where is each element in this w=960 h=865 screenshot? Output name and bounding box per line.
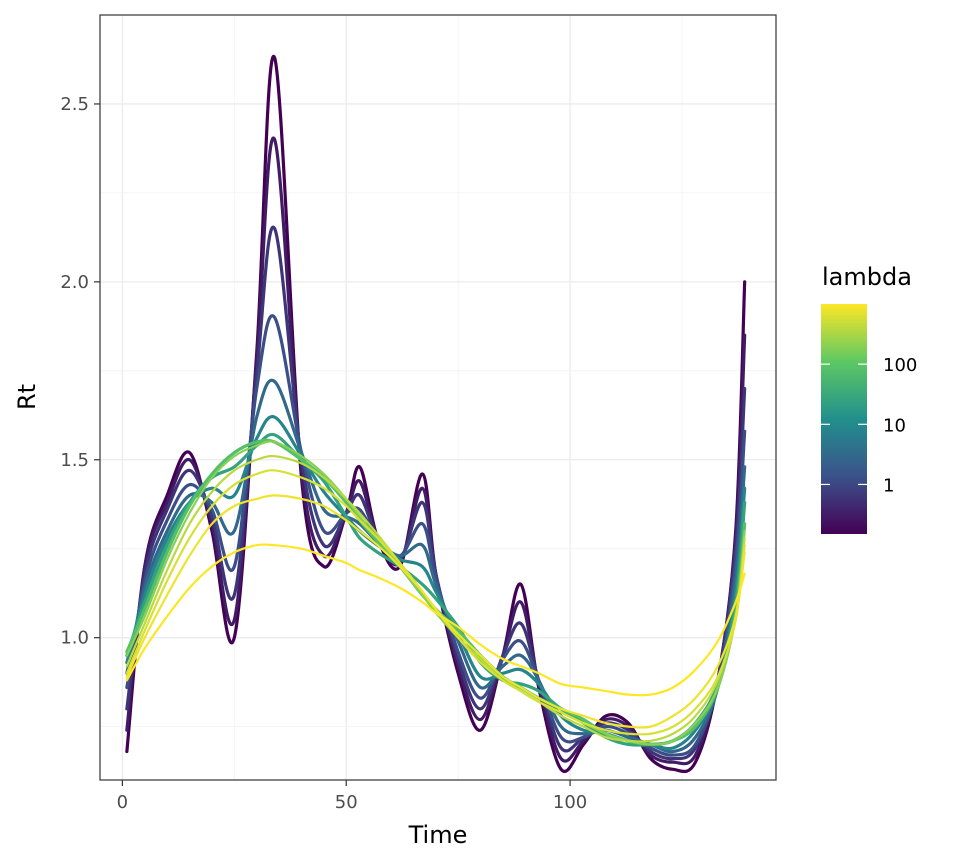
legend-colorbar	[821, 304, 867, 534]
axis-ticks: 0 50 100 1.0 1.5 2.0 2.5	[60, 94, 587, 813]
x-tick-label: 50	[335, 792, 358, 813]
y-tick-label: 2.0	[60, 272, 89, 293]
series-line	[125, 136, 747, 766]
series-layer	[125, 54, 747, 774]
y-tick-label: 1.5	[60, 450, 89, 471]
legend-ticks: 1 10 100	[821, 355, 917, 496]
series-line	[125, 494, 746, 729]
series-line	[125, 543, 746, 697]
legend-tick-label: 10	[883, 415, 906, 436]
series-line	[125, 415, 747, 751]
x-tick-label: 0	[117, 792, 128, 813]
y-axis-title: Rt	[13, 384, 41, 410]
y-tick-label: 1.0	[60, 628, 89, 649]
series-line	[125, 54, 747, 774]
legend-tick-label: 1	[883, 475, 894, 496]
x-axis-title: Time	[408, 821, 468, 849]
legend-title: lambda	[822, 263, 912, 291]
x-tick-label: 100	[553, 792, 587, 813]
plot-panel	[100, 15, 776, 780]
panel-border	[99, 14, 777, 781]
series-line	[125, 225, 747, 761]
series-line	[125, 314, 747, 757]
legend: lambda 1 10 100	[821, 263, 917, 534]
legend-tick-label: 100	[883, 355, 917, 376]
grid	[100, 15, 776, 780]
y-tick-label: 2.5	[60, 94, 89, 115]
